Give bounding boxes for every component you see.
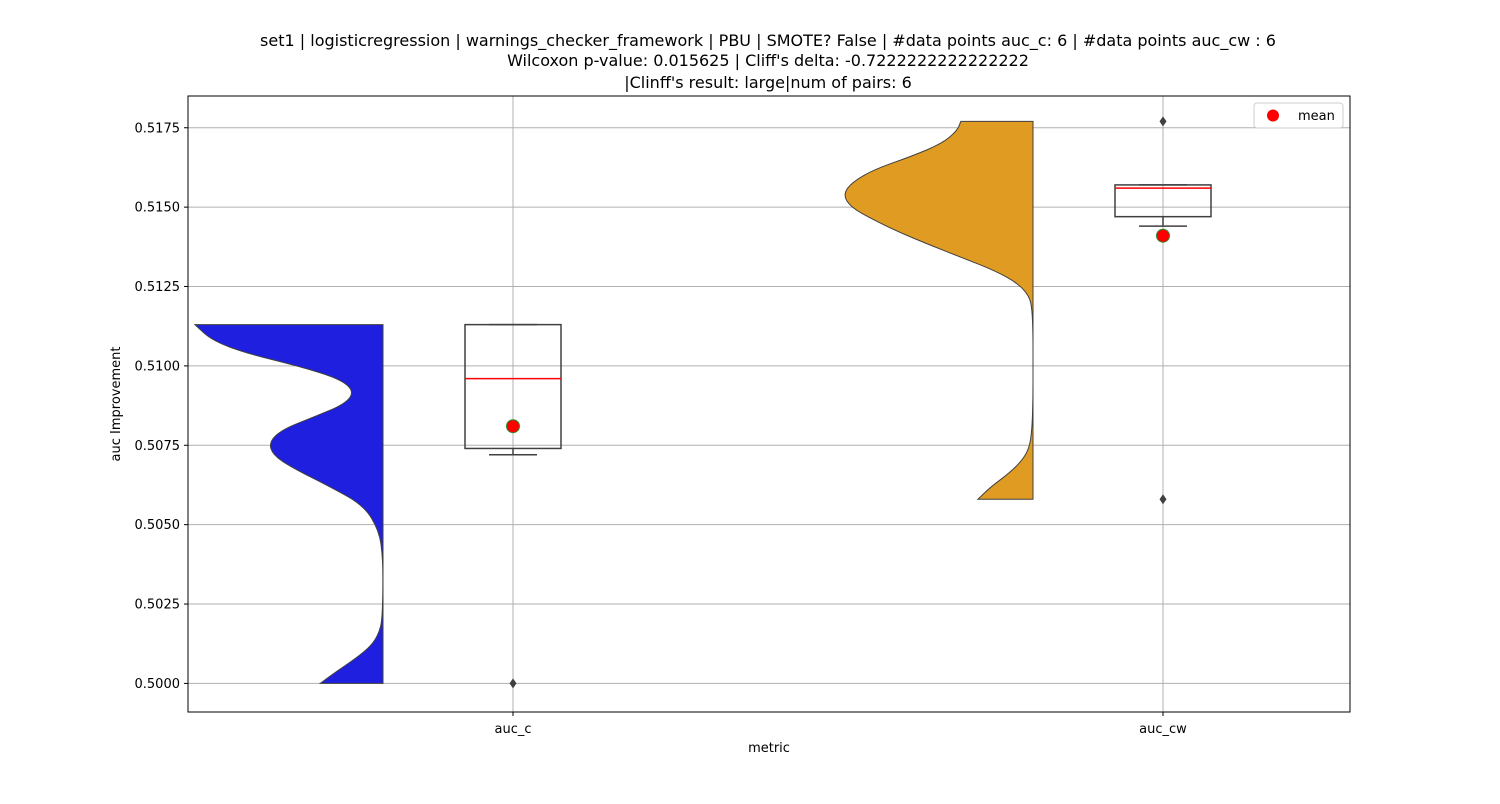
y-axis-label: auc Improvement xyxy=(109,347,124,462)
legend-mean-label: mean xyxy=(1298,109,1335,124)
y-tick-label: 0.5075 xyxy=(135,439,181,454)
y-tick-label: 0.5125 xyxy=(135,280,181,295)
violin-layer xyxy=(193,120,1034,684)
legend-box xyxy=(1253,102,1344,129)
y-tick-label: 0.5100 xyxy=(135,359,181,374)
y-tick-label: 0.5050 xyxy=(135,518,181,533)
violin-auc_c xyxy=(193,324,384,684)
x-tick-label: auc_c xyxy=(494,722,531,737)
x-axis-ticks: auc_c auc_cw xyxy=(494,712,1187,737)
legend: mean xyxy=(1253,102,1344,129)
box-auc_c xyxy=(464,323,562,450)
x-tick-label: auc_cw xyxy=(1139,722,1187,737)
box-layer xyxy=(464,116,1212,689)
x-axis-label: metric xyxy=(748,741,790,756)
box-auc_cw xyxy=(1114,184,1212,218)
outlier-marker-auc_cw xyxy=(1159,116,1167,127)
plot-frame xyxy=(187,95,1351,713)
outlier-marker-auc_c xyxy=(509,678,517,689)
y-tick-label: 0.5150 xyxy=(135,201,181,216)
y-tick-label: 0.5175 xyxy=(135,121,181,136)
chart-title-line-1: set1 | logisticregression | warnings_che… xyxy=(260,31,1276,51)
y-axis-ticks: 0.5000 0.5025 0.5050 0.5075 0.5100 0.5125 0.51… xyxy=(135,121,188,692)
chart-title-line-3: |Clinff's result: large|num of pairs: 6 xyxy=(624,73,912,92)
legend-mean-marker xyxy=(1267,109,1279,122)
chart-title: set1 | logisticregression | warnings_che… xyxy=(260,31,1276,92)
mean-marker-auc_cw xyxy=(1156,228,1170,243)
chart-title-line-2: Wilcoxon p-value: 0.015625 | Cliff's del… xyxy=(507,51,1029,70)
mean-marker-auc_c xyxy=(506,419,520,434)
y-tick-label: 0.5025 xyxy=(135,598,181,613)
outlier-marker-auc_cw xyxy=(1159,494,1167,505)
y-tick-label: 0.5000 xyxy=(135,677,181,692)
violin-auc_cw xyxy=(844,120,1034,500)
